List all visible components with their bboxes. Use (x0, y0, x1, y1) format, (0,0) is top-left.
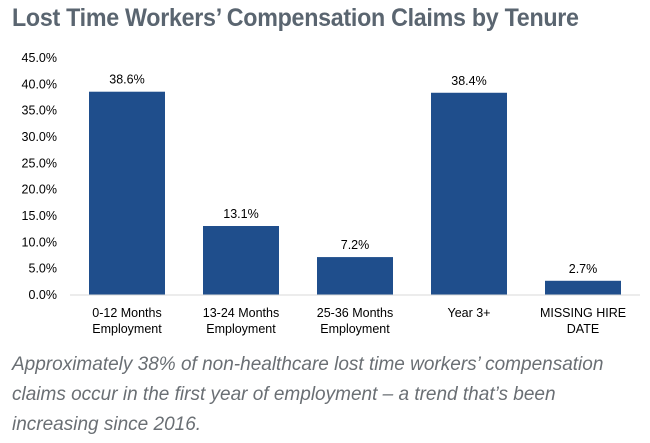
bar (317, 257, 393, 295)
data-label: 2.7% (569, 262, 598, 276)
data-label: 38.4% (451, 74, 486, 88)
x-axis: 0-12 Months Employment 13-24 Months Employm… (70, 294, 640, 336)
y-tick-label: 10.0% (22, 235, 57, 249)
bar (89, 91, 165, 295)
y-tick-label: 25.0% (22, 156, 57, 170)
chart-title: Lost Time Workers’ Compensation Claims b… (12, 4, 579, 32)
bar (203, 226, 279, 295)
chart-caption: Approximately 38% of non-healthcare lost… (12, 354, 604, 435)
bar (545, 280, 621, 295)
x-tick-label: 25-36 Months (317, 306, 393, 320)
y-tick-label: 45.0% (22, 51, 57, 65)
x-tick-label: DATE (567, 322, 599, 336)
data-labels: 38.6% 13.1% 7.2% 38.4% 2.7% (109, 73, 597, 276)
bars (89, 91, 621, 295)
y-tick-label: 20.0% (22, 183, 57, 197)
x-tick-label: Employment (206, 322, 276, 336)
y-tick-label: 5.0% (29, 262, 58, 276)
x-tick-label: 13-24 Months (203, 306, 279, 320)
y-tick-label: 0.0% (29, 288, 58, 302)
x-tick-label: Year 3+ (448, 306, 491, 320)
bar (431, 92, 507, 295)
x-tick-label: MISSING HIRE (540, 306, 626, 320)
y-tick-label: 15.0% (22, 209, 57, 223)
x-tick-label: Employment (92, 322, 162, 336)
data-label: 13.1% (223, 207, 258, 221)
y-tick-label: 35.0% (22, 104, 57, 118)
x-tick-label: Employment (320, 322, 390, 336)
y-tick-label: 30.0% (22, 130, 57, 144)
y-tick-label: 40.0% (22, 77, 57, 91)
bar-chart: 0.0% 5.0% 10.0% 15.0% 20.0% 25.0% 30.0% 35.0% 40… (22, 51, 640, 336)
data-label: 38.6% (109, 73, 144, 87)
y-axis: 0.0% 5.0% 10.0% 15.0% 20.0% 25.0% 30.0% 35.0% 40… (22, 51, 57, 302)
x-tick-label: 0-12 Months (92, 306, 161, 320)
data-label: 7.2% (341, 238, 370, 252)
